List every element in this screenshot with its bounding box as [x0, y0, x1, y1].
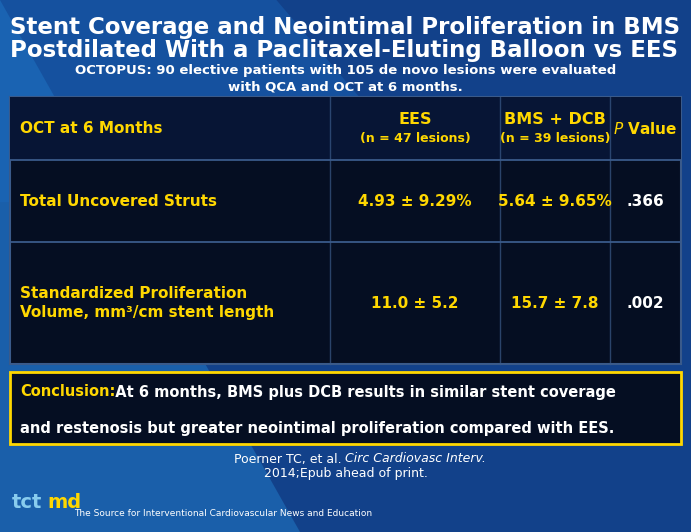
Text: The Source for Interventional Cardiovascular News and Education: The Source for Interventional Cardiovasc… [74, 509, 372, 518]
Text: Stent Coverage and Neointimal Proliferation in BMS: Stent Coverage and Neointimal Proliferat… [10, 16, 680, 39]
Text: Total Uncovered Struts: Total Uncovered Struts [20, 194, 217, 209]
Text: (n = 39 lesions): (n = 39 lesions) [500, 132, 610, 145]
Text: and restenosis but greater neointimal proliferation compared with EES.: and restenosis but greater neointimal pr… [20, 420, 614, 436]
Text: OCT at 6 Months: OCT at 6 Months [20, 121, 162, 136]
Text: Postdilated With a Paclitaxel-Eluting Balloon vs EES: Postdilated With a Paclitaxel-Eluting Ba… [10, 39, 678, 62]
Bar [10, 97, 681, 160]
Text: Circ Cardiovasc Interv.: Circ Cardiovasc Interv. [346, 453, 486, 466]
Text: At 6 months, BMS plus DCB results in similar stent coverage: At 6 months, BMS plus DCB results in sim… [105, 385, 616, 400]
Text: EES: EES [398, 112, 432, 127]
Bar [10, 372, 681, 444]
Text: with QCA and OCT at 6 months.: with QCA and OCT at 6 months. [228, 80, 463, 93]
Text: Volume, mm³/cm stent length: Volume, mm³/cm stent length [20, 305, 274, 320]
Text: 4.93 ± 9.29%: 4.93 ± 9.29% [358, 194, 472, 209]
Text: 15.7 ± 7.8: 15.7 ± 7.8 [511, 295, 598, 311]
Text: .002: .002 [627, 295, 664, 311]
Text: Poerner TC, et al.: Poerner TC, et al. [234, 453, 346, 466]
Text: $\it{P}$ Value: $\it{P}$ Value [614, 121, 678, 137]
Text: (n = 47 lesions): (n = 47 lesions) [359, 132, 471, 145]
Polygon shape [0, 0, 449, 202]
Text: 11.0 ± 5.2: 11.0 ± 5.2 [371, 295, 459, 311]
Text: .366: .366 [627, 194, 664, 209]
Text: 2014;Epub ahead of print.: 2014;Epub ahead of print. [263, 468, 428, 480]
Text: tct: tct [12, 493, 42, 511]
Text: Conclusion:: Conclusion: [20, 385, 115, 400]
Text: OCTOPUS: 90 elective patients with 105 de novo lesions were evaluated: OCTOPUS: 90 elective patients with 105 d… [75, 64, 616, 77]
Text: BMS + DCB: BMS + DCB [504, 112, 606, 127]
Text: Standardized Proliferation: Standardized Proliferation [20, 286, 247, 301]
Text: md: md [47, 493, 81, 511]
Bar [10, 97, 681, 364]
Text: 5.64 ± 9.65%: 5.64 ± 9.65% [498, 194, 612, 209]
